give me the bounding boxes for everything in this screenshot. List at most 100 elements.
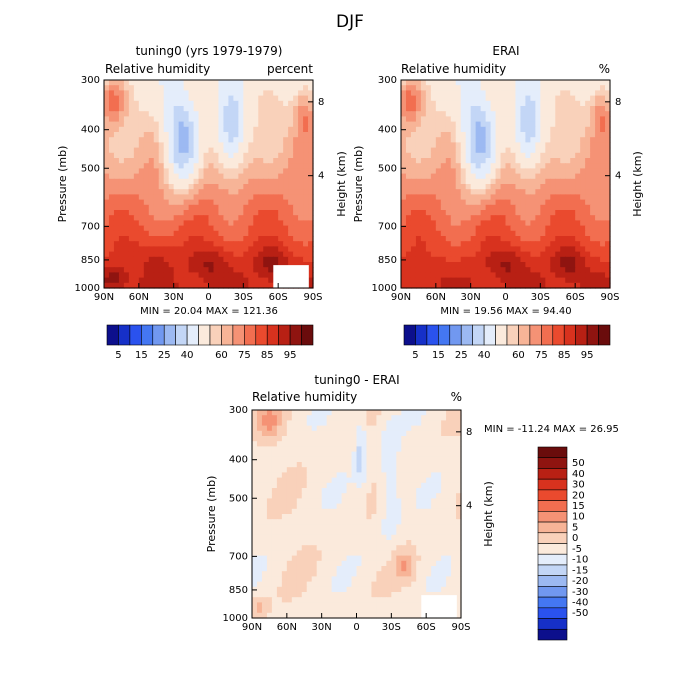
heatmap-cell (446, 529, 452, 536)
heatmap-cell (326, 581, 333, 588)
heatmap-cell (293, 262, 299, 268)
heatmap-cell (316, 555, 323, 562)
heatmap-cell (435, 163, 442, 169)
heatmap-cell (500, 215, 507, 221)
heatmap-cell (371, 581, 378, 588)
heatmap-cell (291, 560, 298, 567)
heatmap-cell (540, 173, 546, 180)
heatmap-cell (253, 116, 259, 123)
heatmap-cell (238, 163, 244, 169)
heatmap-cell (258, 95, 264, 102)
heatmap-cell (475, 184, 482, 190)
heatmap-cell (316, 451, 323, 458)
heatmap-cell (163, 277, 170, 284)
heatmap-cell (271, 462, 278, 468)
heatmap-cell (273, 241, 279, 247)
heatmap-cell (475, 147, 482, 154)
heatmap-cell (356, 430, 363, 437)
heatmap-cell (445, 126, 452, 133)
heatmap-cell (118, 178, 125, 185)
heatmap-cell (306, 555, 313, 562)
heatmap-cell (271, 581, 278, 588)
heatmap-cell (303, 251, 309, 258)
heatmap-cell (490, 121, 497, 128)
heatmap-cell (133, 100, 140, 107)
heatmap-cell (361, 534, 368, 541)
heatmap-cell (580, 163, 586, 169)
heatmap-cell (271, 545, 278, 551)
heatmap-cell (451, 462, 457, 468)
heatmap-cell (420, 163, 427, 169)
heatmap-cell (440, 178, 447, 185)
heatmap-cell (435, 116, 442, 123)
heatmap-cell (495, 215, 502, 221)
heatmap-cell (361, 477, 368, 484)
heatmap-cell (446, 462, 452, 468)
heatmap-cell (595, 90, 601, 97)
heatmap-cell (203, 184, 210, 190)
heatmap-cell (283, 121, 289, 128)
heatmap-cell (301, 519, 308, 525)
heatmap-cell (283, 199, 289, 206)
heatmap-cell (163, 106, 170, 112)
heatmap-cell (203, 282, 210, 289)
heatmap-cell (223, 215, 230, 221)
heatmap-cell (580, 173, 586, 180)
heatmap-cell (253, 152, 259, 159)
heatmap-cell (148, 147, 155, 154)
heatmap-cell (480, 132, 487, 138)
heatmap-cell (421, 462, 427, 468)
heatmap-cell (183, 277, 190, 284)
heatmap-cell (445, 199, 452, 206)
colorbar-box (438, 324, 451, 346)
heatmap-cell (420, 168, 427, 175)
heatmap-cell (420, 210, 427, 216)
heatmap-cell (293, 126, 299, 133)
heatmap-cell (456, 456, 462, 463)
heatmap-cell (311, 581, 318, 588)
heatmap-cell (595, 199, 601, 206)
heatmap-cell (113, 230, 120, 237)
heatmap-cell (570, 178, 576, 185)
heatmap-cell (281, 540, 288, 546)
heatmap-cell (118, 210, 125, 216)
heatmap-cell (376, 477, 382, 484)
heatmap-cell (575, 225, 581, 232)
heatmap-cell (168, 220, 175, 227)
heatmap-cell (336, 410, 343, 416)
heatmap-cell (128, 100, 135, 107)
heatmap-cell (203, 163, 210, 169)
heatmap-cell (450, 142, 457, 149)
heatmap-cell (178, 116, 185, 123)
heatmap-cell (183, 236, 190, 242)
heatmap-cell (148, 137, 155, 143)
heatmap-cell (268, 100, 274, 107)
heatmap-cell (575, 194, 581, 201)
heatmap-cell (228, 241, 234, 247)
heatmap-cell (600, 152, 606, 159)
heatmap-cell (535, 241, 541, 247)
heatmap-cell (303, 178, 309, 185)
heatmap-cell (306, 508, 313, 515)
heatmap-cell (550, 168, 556, 175)
heatmap-cell (431, 430, 437, 437)
heatmap-cell (371, 519, 378, 525)
heatmap-cell (163, 194, 170, 201)
heatmap-cell (108, 163, 115, 169)
heatmap-cell (306, 456, 313, 463)
heatmap-cell (301, 410, 308, 416)
heatmap-cell (580, 152, 586, 159)
heatmap-cell (455, 121, 462, 128)
heatmap-cell (595, 220, 601, 227)
heatmap-cell (555, 178, 561, 185)
heatmap-cell (450, 189, 457, 195)
heatmap-cell (411, 586, 417, 593)
heatmap-cell (401, 152, 407, 159)
heatmap-cell (104, 194, 110, 201)
heatmap-cell (585, 121, 591, 128)
heatmap-cell (346, 467, 353, 473)
heatmap-cell (316, 519, 323, 525)
heatmap-cell (321, 571, 328, 577)
heatmap-cell (490, 204, 497, 211)
colorbar-box (403, 324, 416, 346)
